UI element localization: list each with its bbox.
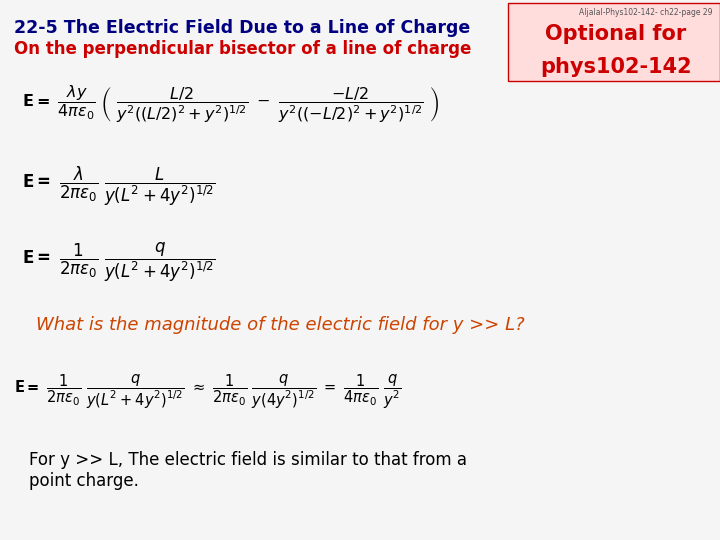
Text: $\mathbf{E=}\ \dfrac{1}{2\pi\varepsilon_0}\ \dfrac{q}{y(L^2+4y^2)^{1/2}}$: $\mathbf{E=}\ \dfrac{1}{2\pi\varepsilon_… — [22, 240, 215, 284]
Text: Optional for: Optional for — [545, 24, 686, 44]
Text: 22-5 The Electric Field Due to a Line of Charge: 22-5 The Electric Field Due to a Line of… — [14, 19, 471, 37]
Text: $\mathbf{E=}\ \dfrac{\lambda y}{4\pi\varepsilon_0}\ \left(\ \dfrac{L/2}{y^2((L/2: $\mathbf{E=}\ \dfrac{\lambda y}{4\pi\var… — [22, 84, 438, 125]
Text: On the perpendicular bisector of a line of charge: On the perpendicular bisector of a line … — [14, 40, 472, 58]
FancyBboxPatch shape — [508, 3, 720, 81]
Text: For y >> L, The electric field is similar to that from a
point charge.: For y >> L, The electric field is simila… — [29, 451, 467, 490]
Text: What is the magnitude of the electric field for y >> L?: What is the magnitude of the electric fi… — [36, 316, 525, 334]
Text: $\mathbf{E=}\ \dfrac{1}{2\pi\varepsilon_0}\ \dfrac{q}{y(L^2+4y^2)^{1/2}}\ \appro: $\mathbf{E=}\ \dfrac{1}{2\pi\varepsilon_… — [14, 373, 402, 411]
Text: Aljalal-Phys102-142- ch22-page 29: Aljalal-Phys102-142- ch22-page 29 — [580, 8, 713, 17]
Text: $\mathbf{E=}\ \dfrac{\lambda}{2\pi\varepsilon_0}\ \dfrac{L}{y(L^2+4y^2)^{1/2}}$: $\mathbf{E=}\ \dfrac{\lambda}{2\pi\varep… — [22, 165, 215, 208]
Text: phys102-142: phys102-142 — [540, 57, 691, 77]
